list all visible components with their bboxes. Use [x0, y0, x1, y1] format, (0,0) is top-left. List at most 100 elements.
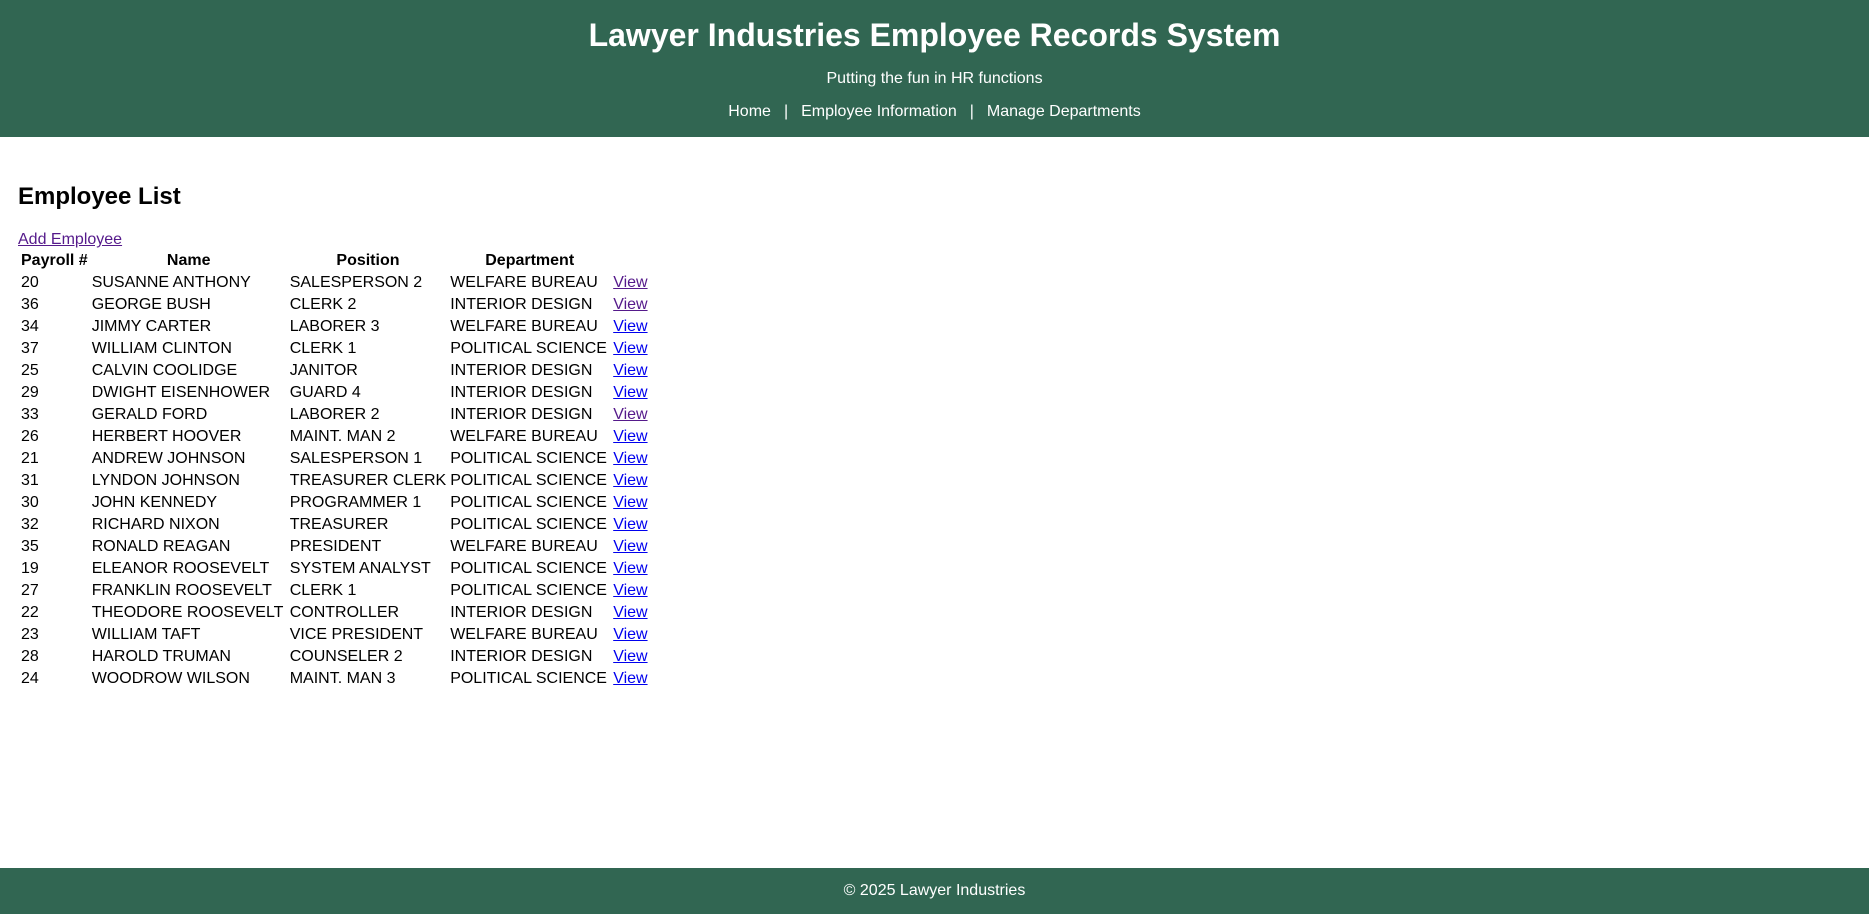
view-link[interactable]: View	[613, 318, 648, 336]
position-cell: LABORER 2	[289, 406, 380, 424]
nav-employee-information[interactable]: Employee Information	[801, 103, 957, 121]
view-link[interactable]: View	[613, 340, 648, 358]
view-link[interactable]: View	[613, 428, 648, 446]
payroll-cell: 29	[21, 384, 39, 402]
name-cell: JIMMY CARTER	[91, 318, 212, 336]
payroll-cell: 28	[21, 648, 39, 666]
employee-row: 37 WILLIAM CLINTON CLERK 1 POLITICAL SCIENC…	[20, 339, 649, 359]
payroll-cell: 26	[21, 428, 39, 446]
employee-row: 35 RONALD REAGAN PRESIDENT WELFARE BUREAU Vi…	[20, 537, 649, 557]
view-link[interactable]: View	[613, 648, 648, 666]
department-cell: POLITICAL SCIENCE	[450, 472, 607, 490]
table-header-row: Payroll # Name Position Department	[20, 251, 649, 271]
position-cell: CLERK 1	[289, 582, 357, 600]
department-cell: INTERIOR DESIGN	[450, 604, 593, 622]
name-cell: ELEANOR ROOSEVELT	[91, 560, 270, 578]
page-title: Employee List	[18, 183, 181, 211]
position-cell: LABORER 3	[289, 318, 380, 336]
employee-row: 36 GEORGE BUSH CLERK 2 INTERIOR DESIGN View	[20, 295, 649, 315]
department-cell: WELFARE BUREAU	[450, 428, 598, 446]
view-link[interactable]: View	[613, 516, 648, 534]
payroll-cell: 23	[21, 626, 39, 644]
column-header-department: Department	[485, 252, 575, 270]
nav-manage-departments[interactable]: Manage Departments	[986, 103, 1141, 121]
employee-row: 28 HAROLD TRUMAN COUNSELER 2 INTERIOR DESIG…	[20, 647, 649, 667]
name-cell: WILLIAM TAFT	[91, 626, 201, 644]
department-cell: POLITICAL SCIENCE	[450, 560, 607, 578]
view-cell: View	[612, 669, 648, 689]
employee-row: 29 DWIGHT EISENHOWER GUARD 4 INTERIOR DESIG…	[20, 383, 649, 403]
position-cell: CLERK 2	[289, 296, 357, 314]
position-cell: SALESPERSON 2	[289, 274, 423, 292]
view-cell: View	[612, 493, 648, 513]
name-cell: RICHARD NIXON	[91, 516, 220, 534]
view-cell: View	[612, 383, 648, 403]
name-cell: THEODORE ROOSEVELT	[91, 604, 284, 622]
view-link[interactable]: View	[613, 406, 648, 424]
employee-row: 32 RICHARD NIXON TREASURER POLITICAL SCIENC…	[20, 515, 649, 535]
department-cell: INTERIOR DESIGN	[450, 296, 593, 314]
department-cell: POLITICAL SCIENCE	[450, 670, 607, 688]
app-subtitle: Putting the fun in HR functions	[826, 70, 1043, 88]
view-link[interactable]: View	[613, 472, 648, 490]
nav-separator: |	[969, 103, 974, 121]
position-cell: CLERK 1	[289, 340, 357, 358]
position-cell: JANITOR	[289, 362, 358, 380]
name-cell: HAROLD TRUMAN	[91, 648, 231, 666]
app-header: Lawyer Industries Employee Records Syste…	[0, 0, 1869, 138]
main-content: Employee List Add Employee Payroll # Nam…	[0, 137, 1869, 868]
department-cell: INTERIOR DESIGN	[450, 384, 593, 402]
view-link[interactable]: View	[613, 296, 648, 314]
position-cell: MAINT. MAN 2	[289, 428, 396, 446]
payroll-cell: 19	[21, 560, 39, 578]
column-header-payroll: Payroll #	[21, 252, 88, 270]
view-link[interactable]: View	[613, 670, 648, 688]
name-cell: JOHN KENNEDY	[91, 494, 218, 512]
view-link[interactable]: View	[613, 626, 648, 644]
view-cell: View	[612, 515, 648, 535]
position-cell: CONTROLLER	[289, 604, 400, 622]
department-cell: POLITICAL SCIENCE	[450, 494, 607, 512]
view-cell: View	[612, 405, 648, 425]
department-cell: INTERIOR DESIGN	[450, 406, 593, 424]
department-cell: WELFARE BUREAU	[450, 626, 598, 644]
position-cell: TREASURER	[289, 516, 389, 534]
position-cell: SYSTEM ANALYST	[289, 560, 431, 578]
name-cell: RONALD REAGAN	[91, 538, 231, 556]
app-footer: © 2025 Lawyer Industries	[0, 868, 1869, 914]
view-cell: View	[612, 339, 648, 359]
column-header-name: Name	[166, 252, 211, 270]
name-cell: ANDREW JOHNSON	[91, 450, 246, 468]
view-link[interactable]: View	[613, 582, 648, 600]
view-cell: View	[612, 625, 648, 645]
view-link[interactable]: View	[613, 538, 648, 556]
department-cell: POLITICAL SCIENCE	[450, 340, 607, 358]
employee-row: 21 ANDREW JOHNSON SALESPERSON 1 POLITICAL S…	[20, 449, 649, 469]
payroll-cell: 21	[21, 450, 39, 468]
payroll-cell: 37	[21, 340, 39, 358]
department-cell: POLITICAL SCIENCE	[450, 516, 607, 534]
view-link[interactable]: View	[613, 274, 648, 292]
department-cell: INTERIOR DESIGN	[450, 648, 593, 666]
add-employee-link[interactable]: Add Employee	[18, 231, 123, 249]
department-cell: WELFARE BUREAU	[450, 538, 598, 556]
employee-row: 33 GERALD FORD LABORER 2 INTERIOR DESIGN Vie…	[20, 405, 649, 425]
employee-row: 30 JOHN KENNEDY PROGRAMMER 1 POLITICAL SCIE…	[20, 493, 649, 513]
name-cell: WOODROW WILSON	[91, 670, 250, 688]
app-title: Lawyer Industries Employee Records Syste…	[588, 17, 1281, 53]
main-nav: Home | Employee Information | Manage Departm…	[0, 103, 1869, 121]
view-link[interactable]: View	[613, 384, 648, 402]
employee-row: 22 THEODORE ROOSEVELT CONTROLLER INTERIOR D…	[20, 603, 649, 623]
view-cell: View	[612, 537, 648, 557]
nav-separator: |	[783, 103, 789, 121]
column-header-view	[612, 251, 648, 271]
view-link[interactable]: View	[613, 362, 648, 380]
position-cell: PRESIDENT	[289, 538, 382, 556]
view-link[interactable]: View	[613, 450, 648, 468]
view-link[interactable]: View	[613, 494, 648, 512]
view-cell: View	[612, 647, 648, 667]
view-link[interactable]: View	[613, 560, 648, 578]
nav-home[interactable]: Home	[728, 103, 771, 121]
view-link[interactable]: View	[613, 604, 648, 622]
name-cell: LYNDON JOHNSON	[91, 472, 240, 490]
